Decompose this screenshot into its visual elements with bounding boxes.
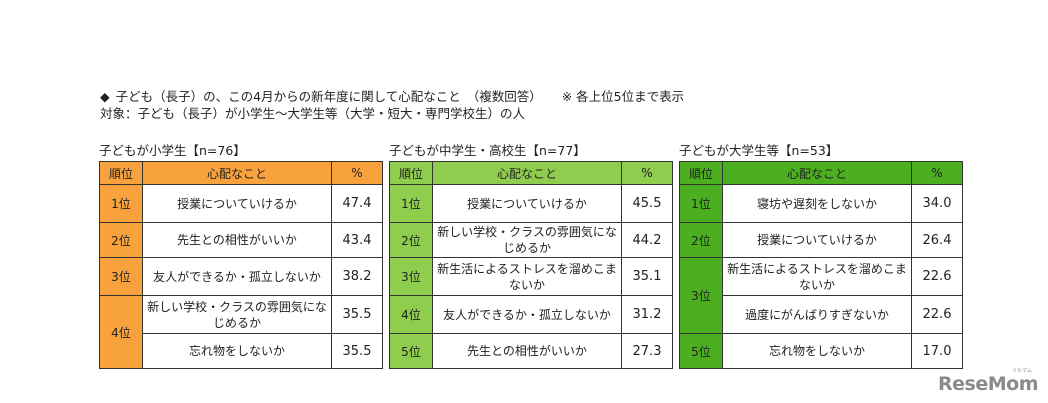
- item-cell: 過度にがんばりすぎないか: [722, 295, 912, 334]
- item-cell: 新しい学校・クラスの雰囲気になじめるか: [142, 295, 332, 334]
- rank-cell: 1位: [389, 184, 433, 223]
- col-header-rank: 順位: [679, 161, 723, 185]
- pct-cell: 45.5: [621, 184, 673, 223]
- item-cell: 授業についていけるか: [432, 184, 622, 223]
- panel-university: 子どもが大学生等【n=53】 順位 心配なこと % 1位 寝坊や遅刻をしないか …: [679, 142, 963, 369]
- rank-cell: 1位: [679, 184, 723, 223]
- title-text: 子ども（長子）の、この4月からの新年度に関して心配なこと: [115, 89, 461, 104]
- col-header-rank: 順位: [99, 161, 143, 185]
- item-cell: 友人ができるか・孤立しないか: [432, 295, 622, 334]
- pct-cell: 22.6: [911, 295, 963, 334]
- rank-cell: 4位: [389, 295, 433, 334]
- item-cell: 新生活によるストレスを溜めこまないか: [432, 257, 622, 296]
- table-row: 3位 新生活によるストレスを溜めこまないか 22.6: [679, 257, 963, 334]
- item-cell: 忘れ物をしないか: [722, 333, 912, 369]
- rank-cell: 3位: [389, 257, 433, 296]
- item-cell: 先生との相性がいいか: [432, 333, 622, 369]
- ranking-table: 順位 心配なこと % 1位 授業についていけるか 45.5 2位 新しい学校・ク…: [389, 161, 673, 369]
- item-cell: 新しい学校・クラスの雰囲気になじめるか: [432, 222, 622, 258]
- table-row: 過度にがんばりすぎないか 22.6: [680, 295, 963, 334]
- table-row: 1位 授業についていけるか 45.5: [389, 184, 673, 223]
- rank-cell: 1位: [99, 184, 143, 223]
- pct-cell: 35.5: [331, 333, 383, 369]
- item-cell: 友人ができるか・孤立しないか: [142, 257, 332, 296]
- table-row: 2位 先生との相性がいいか 43.4: [99, 222, 383, 258]
- pct-cell: 44.2: [621, 222, 673, 258]
- rank-cell: 5位: [679, 333, 723, 369]
- col-header-pct: %: [911, 161, 963, 185]
- col-header-pct: %: [331, 161, 383, 185]
- table-row: 4位 新しい学校・クラスの雰囲気になじめるか 35.5: [99, 295, 383, 369]
- pct-cell: 27.3: [621, 333, 673, 369]
- rank-cell: 4位: [99, 295, 143, 369]
- col-header-item: 心配なこと: [142, 161, 332, 185]
- item-cell: 授業についていけるか: [722, 222, 912, 258]
- ranking-table: 順位 心配なこと % 1位 授業についていけるか 47.4 2位 先生との相性が…: [99, 161, 383, 369]
- table-row: 4位 友人ができるか・孤立しないか 31.2: [389, 295, 673, 334]
- panel-title: 子どもが中学生・高校生【n=77】: [389, 143, 586, 158]
- logo-kana: リセマム: [1011, 368, 1032, 374]
- pct-cell: 34.0: [911, 184, 963, 223]
- col-header-item: 心配なこと: [432, 161, 622, 185]
- ranking-table: 順位 心配なこと % 1位 寝坊や遅刻をしないか 34.0 2位 授業についてい…: [679, 161, 963, 369]
- pct-cell: 38.2: [331, 257, 383, 296]
- logo-text: ReseMom: [938, 373, 1038, 395]
- pct-cell: 26.4: [911, 222, 963, 258]
- col-header-pct: %: [621, 161, 673, 185]
- pct-cell: 47.4: [331, 184, 383, 223]
- panel-title: 子どもが小学生【n=76】: [99, 143, 246, 158]
- table-row: 1位 寝坊や遅刻をしないか 34.0: [679, 184, 963, 223]
- panel-secondary: 子どもが中学生・高校生【n=77】 順位 心配なこと % 1位 授業についていけ…: [389, 142, 673, 369]
- pct-cell: 35.5: [331, 295, 383, 334]
- pct-cell: 22.6: [911, 257, 963, 296]
- table-row: 2位 授業についていけるか 26.4: [679, 222, 963, 258]
- pct-cell: 35.1: [621, 257, 673, 296]
- rank-cell: 5位: [389, 333, 433, 369]
- table-row: 1位 授業についていけるか 47.4: [99, 184, 383, 223]
- report-title: ◆ 子ども（長子）の、この4月からの新年度に関して心配なこと （複数回答） ※ 各上位…: [100, 88, 690, 122]
- multi-answer-note: （複数回答）: [466, 89, 542, 104]
- panel-elementary: 子どもが小学生【n=76】 順位 心配なこと % 1位 授業についていけるか 4…: [99, 142, 383, 369]
- item-cell: 忘れ物をしないか: [142, 333, 332, 369]
- rank-cell: 3位: [99, 257, 143, 296]
- table-row: 忘れ物をしないか 35.5: [100, 333, 383, 369]
- subtitle: 対象：子ども（長子）が小学生～大学生等（大学・短大・専門学校生）の人: [100, 106, 526, 121]
- rank-cell: 2位: [389, 222, 433, 258]
- item-cell: 寝坊や遅刻をしないか: [722, 184, 912, 223]
- item-cell: 先生との相性がいいか: [142, 222, 332, 258]
- table-row: 3位 新生活によるストレスを溜めこまないか 35.1: [389, 257, 673, 296]
- resemom-logo: リセマム ReseMom: [938, 368, 1038, 395]
- table-row: 2位 新しい学校・クラスの雰囲気になじめるか 44.2: [389, 222, 673, 258]
- rank-cell: 3位: [679, 257, 723, 334]
- table-row: 5位 先生との相性がいいか 27.3: [389, 333, 673, 369]
- pct-cell: 17.0: [911, 333, 963, 369]
- rank-cell: 2位: [99, 222, 143, 258]
- pct-cell: 43.4: [331, 222, 383, 258]
- diamond-bullet-icon: ◆: [100, 89, 110, 104]
- table-row: 3位 友人ができるか・孤立しないか 38.2: [99, 257, 383, 296]
- pct-cell: 31.2: [621, 295, 673, 334]
- display-note: ※ 各上位5位まで表示: [561, 89, 685, 104]
- item-cell: 新生活によるストレスを溜めこまないか: [722, 257, 912, 296]
- col-header-rank: 順位: [389, 161, 433, 185]
- item-cell: 授業についていけるか: [142, 184, 332, 223]
- col-header-item: 心配なこと: [722, 161, 912, 185]
- table-row: 5位 忘れ物をしないか 17.0: [679, 333, 963, 369]
- rank-cell: 2位: [679, 222, 723, 258]
- panel-title: 子どもが大学生等【n=53】: [679, 143, 839, 158]
